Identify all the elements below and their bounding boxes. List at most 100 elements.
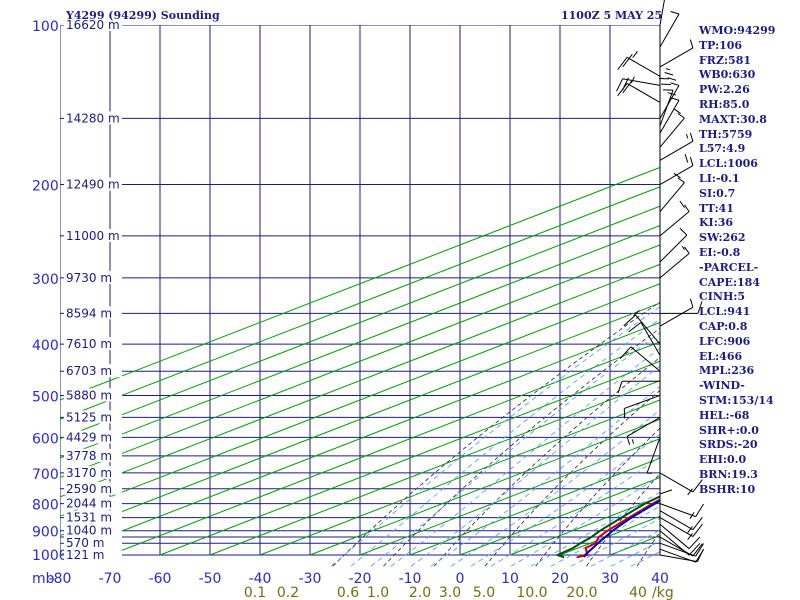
height-label: 14280 m	[66, 111, 120, 125]
isotherm-line	[60, 283, 660, 517]
height-label-bg	[64, 270, 122, 284]
index-item: LCL:941	[699, 305, 751, 319]
wind-barb-shaft	[659, 510, 694, 531]
wind-barb-shaft	[659, 503, 696, 518]
height-label: 4429 m	[66, 430, 112, 444]
index-item: PW:2.26	[699, 83, 750, 97]
wind-barb	[659, 11, 680, 48]
wind-barb-shaft	[659, 140, 694, 161]
wind-barb	[659, 536, 703, 557]
wind-barb	[658, 78, 674, 127]
isotherm-line	[60, 166, 660, 401]
height-label: 2590 m	[66, 482, 112, 496]
wind-barb-shaft	[635, 314, 661, 345]
height-label-bg	[64, 177, 122, 191]
sounding-series	[556, 495, 660, 559]
isotherm-line	[259, 399, 660, 556]
moist-adiabat	[430, 385, 660, 567]
wind-barb	[659, 523, 701, 550]
height-label: 16620 m	[66, 18, 120, 32]
index-item: HEL:-68	[699, 408, 750, 422]
wind-barb	[659, 39, 694, 68]
wind-barb-feather	[684, 204, 690, 212]
index-item: CINH:5	[699, 290, 746, 304]
indices-panel: WMO:94299 TP:106 FRZ:581 WB0:630 PW:2.26 RH:8…	[699, 24, 775, 498]
mixing-ratio-label: 0.1	[244, 585, 266, 600]
index-item: EL:466	[699, 349, 743, 363]
height-label: 121 m	[66, 548, 104, 562]
height-label: 5880 m	[66, 388, 112, 402]
wind-barb-feather	[623, 314, 636, 327]
wind-barb	[659, 455, 673, 495]
mixing-ratio-label: 0.6	[337, 585, 359, 600]
wind-barb	[659, 245, 690, 279]
height-label-bg	[64, 523, 122, 537]
index-item: SRDS:-20	[699, 438, 758, 452]
wind-barb	[659, 108, 685, 148]
isotherm-line	[60, 225, 660, 459]
wind-barb	[659, 132, 694, 161]
wind-barb	[659, 154, 694, 185]
pressure-tick-label: 400	[32, 338, 59, 354]
dry-adiabat	[433, 356, 660, 567]
wind-barb-shaft	[659, 85, 680, 119]
isotherm-line	[209, 380, 660, 556]
wind-barb-feather	[689, 298, 694, 308]
index-item: MAXT:30.8	[699, 112, 767, 126]
wind-barb	[659, 510, 703, 534]
wind-barb-shaft	[659, 47, 694, 68]
wind-barb-half-feather	[687, 533, 693, 540]
wind-barb-half-feather	[685, 133, 689, 139]
height-label: 570 m	[66, 536, 104, 550]
height-label: 2044 m	[66, 497, 112, 511]
index-item: TH:5759	[699, 127, 753, 141]
wind-barb	[619, 346, 661, 372]
wind-barb-shaft	[659, 0, 665, 26]
mixing-ratio-label: 3.0	[439, 585, 461, 600]
wind-barb-shaft	[630, 346, 661, 372]
moist-adiabats	[330, 306, 660, 567]
wind-barb-shaft	[659, 100, 680, 134]
temperature-tick-label: 10	[501, 571, 519, 587]
wind-barb-feather	[673, 108, 681, 114]
wind-barb-feather	[664, 72, 674, 76]
wind-barb-half-feather	[632, 51, 638, 58]
index-item: SI:0.7	[699, 186, 736, 200]
pressure-tick-label: 900	[32, 525, 59, 541]
wind-barb-feather	[692, 479, 703, 493]
isotherm-line	[309, 418, 660, 556]
wind-barb	[659, 68, 680, 119]
index-item: -WIND-	[699, 379, 745, 393]
height-label-bg	[64, 18, 122, 31]
temperature-line	[576, 498, 660, 559]
wind-barb-shaft	[659, 517, 694, 538]
wind-barb	[628, 322, 661, 356]
wind-barb	[660, 301, 703, 314]
temperature-tick-label: -40	[249, 571, 272, 587]
dry-adiabat	[484, 389, 660, 567]
isotherm-line	[60, 205, 660, 440]
wind-barb-feather	[667, 77, 677, 81]
index-item: BRN:19.3	[699, 467, 758, 481]
height-label-bg	[64, 496, 122, 510]
dry-adiabat	[383, 327, 660, 567]
wind-barb-feather	[677, 112, 685, 119]
wind-barb-shaft	[659, 165, 694, 185]
pressure-tick-label: 700	[32, 467, 59, 483]
height-label-bg	[64, 388, 122, 402]
wind-barb	[646, 437, 661, 474]
wind-barbs	[616, 0, 704, 563]
moist-adiabat	[590, 529, 660, 567]
moist-adiabat	[530, 491, 660, 567]
wind-barb-shaft	[626, 83, 661, 103]
index-item: LFC:906	[699, 334, 751, 348]
index-item: BSHR:10	[699, 482, 756, 496]
isotherm-line	[359, 438, 660, 556]
isotherm-line	[109, 341, 660, 556]
index-item: -PARCEL-	[699, 260, 759, 274]
index-item: SHR+:0.0	[699, 423, 759, 437]
index-item: EI:-0.8	[699, 245, 741, 259]
pressure-tick-label: 800	[32, 498, 59, 514]
temperature-tick-label: 20	[551, 571, 569, 587]
index-item: RH:85.0	[699, 97, 750, 111]
